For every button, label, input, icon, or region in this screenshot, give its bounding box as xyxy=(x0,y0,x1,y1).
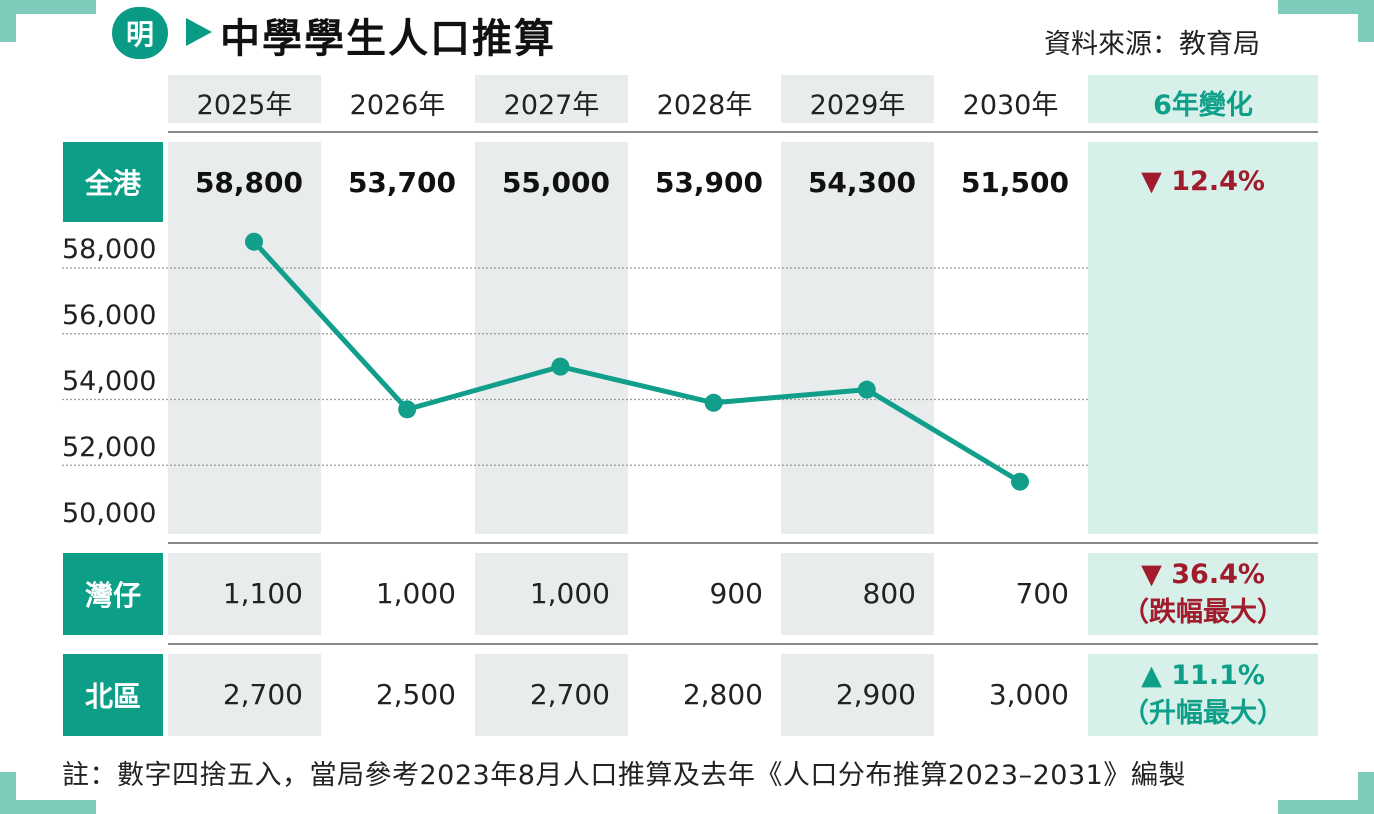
wanchai-change-note: （跌幅最大） xyxy=(1122,597,1284,628)
footnote: 註：數字四捨五入，當局參考2023年8月人口推算及去年《人口分布推算2023–2… xyxy=(62,760,1186,791)
brand-logo: 明 xyxy=(112,7,168,59)
all-value: 54,300 xyxy=(807,166,916,199)
logo-arrow-icon xyxy=(186,18,212,46)
column-shade xyxy=(475,654,628,736)
divider xyxy=(168,542,1318,544)
north-value: 2,700 xyxy=(529,678,610,711)
north-value: 3,000 xyxy=(988,678,1069,711)
y-tick-label: 58,000 xyxy=(62,234,157,265)
column-shade xyxy=(168,75,321,123)
row-label-all: 全港 xyxy=(63,142,163,222)
frame-corner xyxy=(1278,800,1374,814)
y-tick-label: 54,000 xyxy=(62,366,157,397)
divider xyxy=(168,131,1318,133)
north-value: 2,800 xyxy=(682,678,763,711)
column-shade xyxy=(781,142,934,534)
all-value: 53,700 xyxy=(347,166,456,199)
data-point xyxy=(704,393,723,412)
all-value: 51,500 xyxy=(960,166,1069,199)
wanchai-value: 1,000 xyxy=(529,577,610,610)
column-shade xyxy=(475,142,628,534)
column-shade xyxy=(781,75,934,123)
change-column-shade xyxy=(1088,553,1318,635)
data-point xyxy=(857,380,876,399)
data-source: 資料來源：教育局 xyxy=(1044,29,1260,60)
north-value: 2,900 xyxy=(835,678,916,711)
wanchai-value: 900 xyxy=(709,577,763,610)
year-header: 2027年 xyxy=(503,90,600,121)
row-label-north: 北區 xyxy=(63,654,163,736)
year-header: 2026年 xyxy=(349,90,446,121)
y-tick-label: 52,000 xyxy=(62,432,157,463)
north-change-value: ▲ 11.1% xyxy=(1141,660,1265,691)
year-header: 2029年 xyxy=(809,90,906,121)
north-value: 2,700 xyxy=(222,678,303,711)
column-shade xyxy=(168,553,321,635)
wanchai-value: 1,100 xyxy=(222,577,303,610)
change-column-shade xyxy=(1088,654,1318,736)
wanchai-change: ▼ 36.4% （跌幅最大） xyxy=(1088,556,1318,632)
divider xyxy=(168,643,1318,645)
frame-corner xyxy=(0,0,96,14)
all-change: ▼ 12.4% xyxy=(1141,166,1265,197)
data-point xyxy=(398,400,417,419)
data-point xyxy=(245,232,263,251)
year-header: 2025年 xyxy=(196,90,293,121)
frame-corner xyxy=(0,800,96,814)
frame-corner xyxy=(1278,0,1374,14)
change-column-shade xyxy=(1088,142,1318,534)
column-shade xyxy=(475,75,628,123)
north-change-note: （升幅最大） xyxy=(1122,698,1284,729)
data-point xyxy=(551,357,570,376)
data-point xyxy=(1011,472,1029,491)
year-header: 2028年 xyxy=(656,90,753,121)
wanchai-value: 700 xyxy=(1015,577,1069,610)
all-value: 58,800 xyxy=(194,166,303,199)
wanchai-value: 1,000 xyxy=(375,577,456,610)
north-value: 2,500 xyxy=(375,678,456,711)
wanchai-change-value: ▼ 36.4% xyxy=(1141,559,1265,590)
chart-title: 中學學生人口推算 xyxy=(220,16,556,62)
row-label-wanchai: 灣仔 xyxy=(63,553,163,635)
y-tick-label: 56,000 xyxy=(62,300,157,331)
wanchai-value: 800 xyxy=(862,577,916,610)
year-header: 2030年 xyxy=(962,90,1059,121)
y-tick-label: 50,000 xyxy=(62,498,157,529)
change-column-shade xyxy=(1088,75,1318,123)
series-line xyxy=(252,240,1022,484)
column-shade xyxy=(168,142,321,534)
column-shade xyxy=(168,654,321,736)
north-change: ▲ 11.1% （升幅最大） xyxy=(1088,657,1318,733)
column-shade xyxy=(475,553,628,635)
column-shade xyxy=(781,654,934,736)
column-shade xyxy=(781,553,934,635)
all-value: 55,000 xyxy=(501,166,610,199)
all-value: 53,900 xyxy=(654,166,763,199)
change-header: 6年變化 xyxy=(1153,90,1253,121)
